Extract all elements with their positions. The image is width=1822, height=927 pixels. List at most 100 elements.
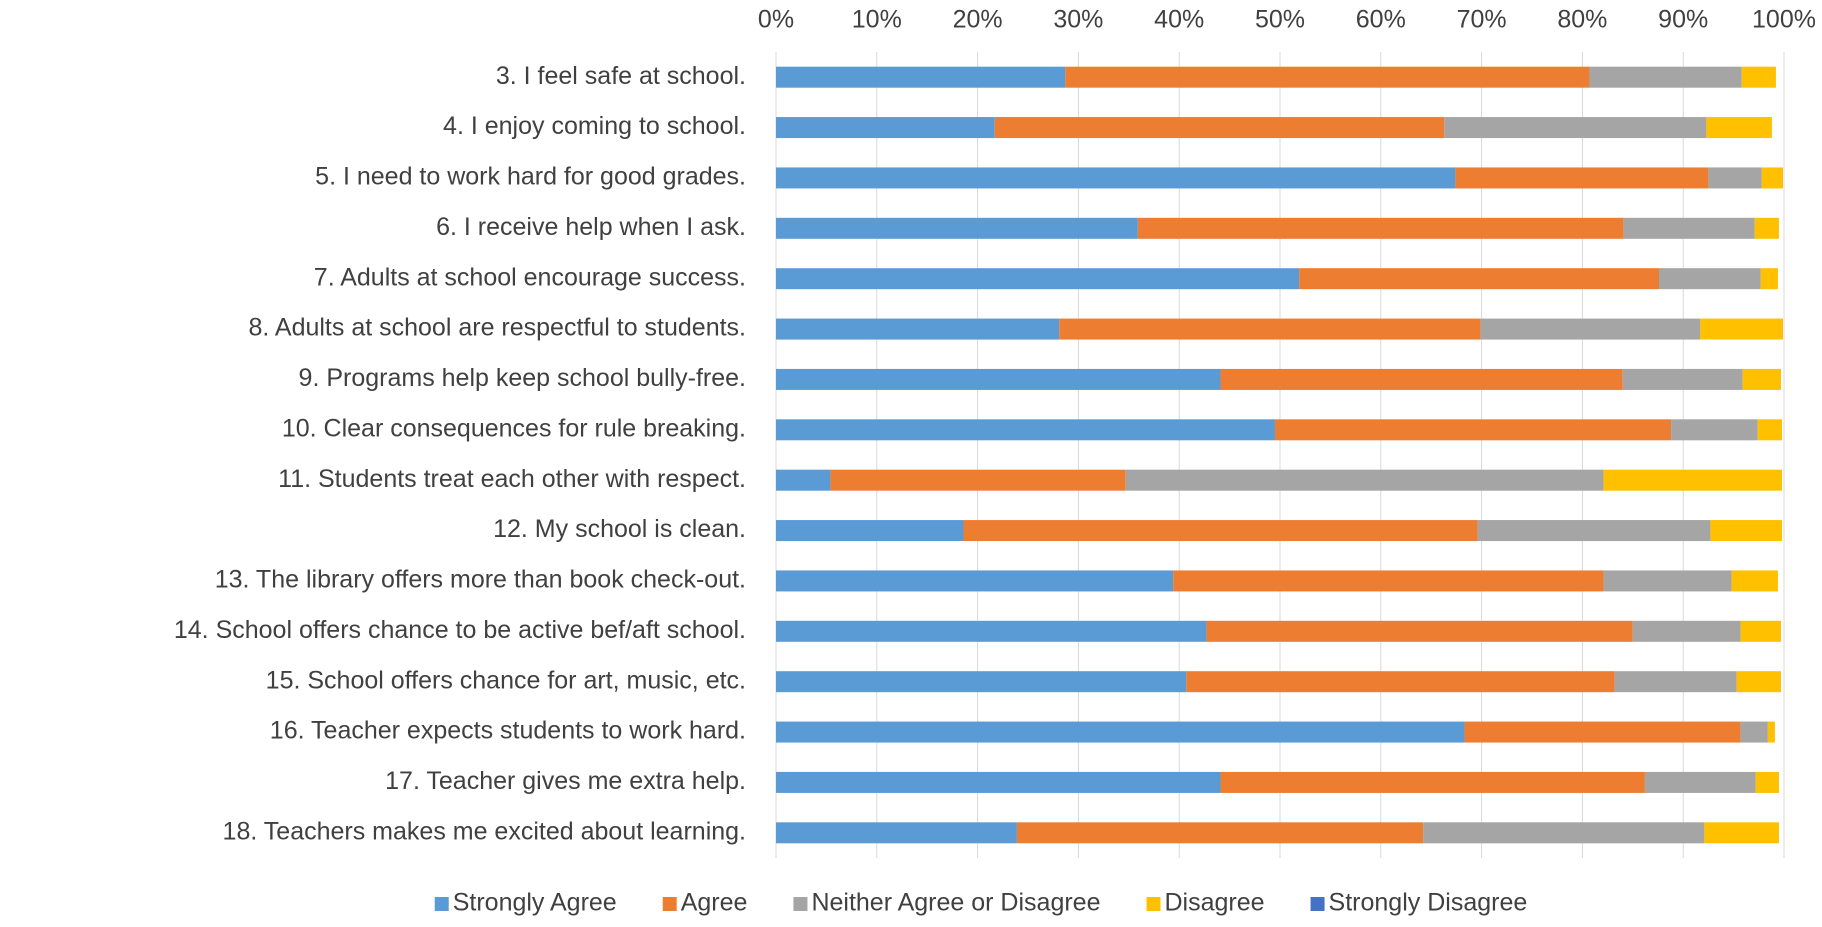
x-tick-label: 0% — [758, 6, 794, 34]
bar-segment — [776, 520, 964, 542]
y-tick-label: 13. The library offers more than book ch… — [215, 566, 746, 594]
bar-segment — [1603, 469, 1782, 491]
bar-segment — [776, 167, 1456, 189]
bar-segment — [1589, 66, 1742, 88]
bar-segment — [1659, 268, 1761, 290]
x-tick-label: 10% — [852, 6, 902, 34]
bar-segment — [1059, 318, 1481, 340]
bar-segment — [1760, 268, 1778, 290]
bar-segment — [1740, 721, 1768, 743]
bar-segment — [1614, 671, 1737, 693]
bar-segment — [1708, 167, 1762, 189]
bar-segment — [1173, 570, 1604, 592]
bar-segment — [1644, 771, 1756, 793]
legend-label: Strongly Disagree — [1329, 889, 1528, 917]
x-tick-label: 100% — [1752, 6, 1816, 34]
legend-swatch — [793, 897, 808, 911]
bar-segment — [1464, 721, 1741, 743]
bar-segment — [1186, 671, 1615, 693]
y-tick-label: 6. I receive help when I ask. — [436, 213, 746, 241]
x-tick-label: 70% — [1457, 6, 1507, 34]
bar-segment — [1444, 117, 1707, 139]
x-tick-label: 30% — [1053, 6, 1103, 34]
bar-segment — [994, 117, 1445, 139]
bar-segment — [830, 469, 1126, 491]
bar-segment — [776, 620, 1207, 642]
bar-segment — [776, 368, 1221, 390]
x-tick-label: 20% — [953, 6, 1003, 34]
bar-segment — [1761, 167, 1783, 189]
y-tick-label: 8. Adults at school are respectful to st… — [248, 314, 746, 342]
bar-segment — [1622, 368, 1743, 390]
bar-segment — [1740, 620, 1781, 642]
bar-segment — [1137, 217, 1624, 239]
y-tick-label: 4. I enjoy coming to school. — [443, 112, 746, 140]
bar-segment — [1480, 318, 1701, 340]
bar-segment — [1220, 368, 1623, 390]
bar-segment — [1704, 822, 1779, 844]
legend-swatch — [1146, 897, 1161, 911]
y-tick-label: 12. My school is clean. — [493, 515, 746, 543]
y-tick-label: 3. I feel safe at school. — [496, 62, 746, 90]
bar-segment — [1700, 318, 1783, 340]
bar-segment — [1125, 469, 1604, 491]
legend-label: Agree — [681, 889, 748, 917]
bar-segment — [776, 318, 1060, 340]
bar-segment — [1757, 419, 1782, 441]
legend-label: Neither Agree or Disagree — [811, 889, 1100, 917]
bar-segment — [1274, 419, 1672, 441]
bar-segment — [776, 469, 831, 491]
bar-segment — [776, 66, 1066, 88]
bar-segment — [776, 419, 1275, 441]
x-tick-label: 40% — [1154, 6, 1204, 34]
bar-segment — [1755, 771, 1779, 793]
bar-segment — [1206, 620, 1633, 642]
x-tick-label: 60% — [1356, 6, 1406, 34]
bar-segment — [1065, 66, 1590, 88]
y-tick-label: 16. Teacher expects students to work har… — [270, 717, 746, 745]
bar-segment — [776, 822, 1017, 844]
bar-segment — [1299, 268, 1660, 290]
bar-segment — [776, 268, 1300, 290]
bar-segment — [1423, 822, 1705, 844]
legend-swatch — [662, 897, 677, 911]
legend-swatch — [1310, 897, 1325, 911]
bar-segment — [1016, 822, 1424, 844]
y-tick-label: 10. Clear consequences for rule breaking… — [282, 414, 746, 442]
bar-segment — [776, 570, 1174, 592]
bar-segment — [1455, 167, 1709, 189]
bar-segment — [776, 217, 1138, 239]
bar-segment — [1706, 117, 1772, 139]
bar-segment — [776, 771, 1221, 793]
x-tick-label: 80% — [1557, 6, 1607, 34]
bar-segment — [776, 671, 1187, 693]
bar-segment — [776, 721, 1465, 743]
legend-swatch — [434, 897, 449, 911]
bar-segment — [1731, 570, 1778, 592]
bar-segment — [1710, 520, 1782, 542]
legend-label: Strongly Agree — [453, 889, 617, 917]
bar-segment — [1671, 419, 1758, 441]
bar-segment — [1741, 66, 1776, 88]
y-tick-label: 17. Teacher gives me extra help. — [385, 767, 746, 795]
y-tick-label: 18. Teachers makes me excited about lear… — [223, 817, 746, 845]
x-tick-label: 90% — [1658, 6, 1708, 34]
bar-segment — [1632, 620, 1741, 642]
bar-segment — [1754, 217, 1779, 239]
bar-segment — [1220, 771, 1645, 793]
y-tick-label: 15. School offers chance for art, music,… — [266, 666, 746, 694]
y-tick-label: 14. School offers chance to be active be… — [174, 616, 746, 644]
bar-segment — [1477, 520, 1711, 542]
x-tick-label: 50% — [1255, 6, 1305, 34]
bar-segment — [1742, 368, 1781, 390]
bar-segment — [1767, 721, 1775, 743]
legend-label: Disagree — [1164, 889, 1264, 917]
y-tick-label: 7. Adults at school encourage success. — [314, 263, 746, 291]
bar-segment — [1736, 671, 1781, 693]
bar-segment — [963, 520, 1478, 542]
y-tick-label: 5. I need to work hard for good grades. — [315, 163, 746, 191]
y-tick-label: 9. Programs help keep school bully-free. — [299, 364, 746, 392]
bar-segment — [776, 117, 995, 139]
y-tick-label: 11. Students treat each other with respe… — [278, 465, 746, 493]
